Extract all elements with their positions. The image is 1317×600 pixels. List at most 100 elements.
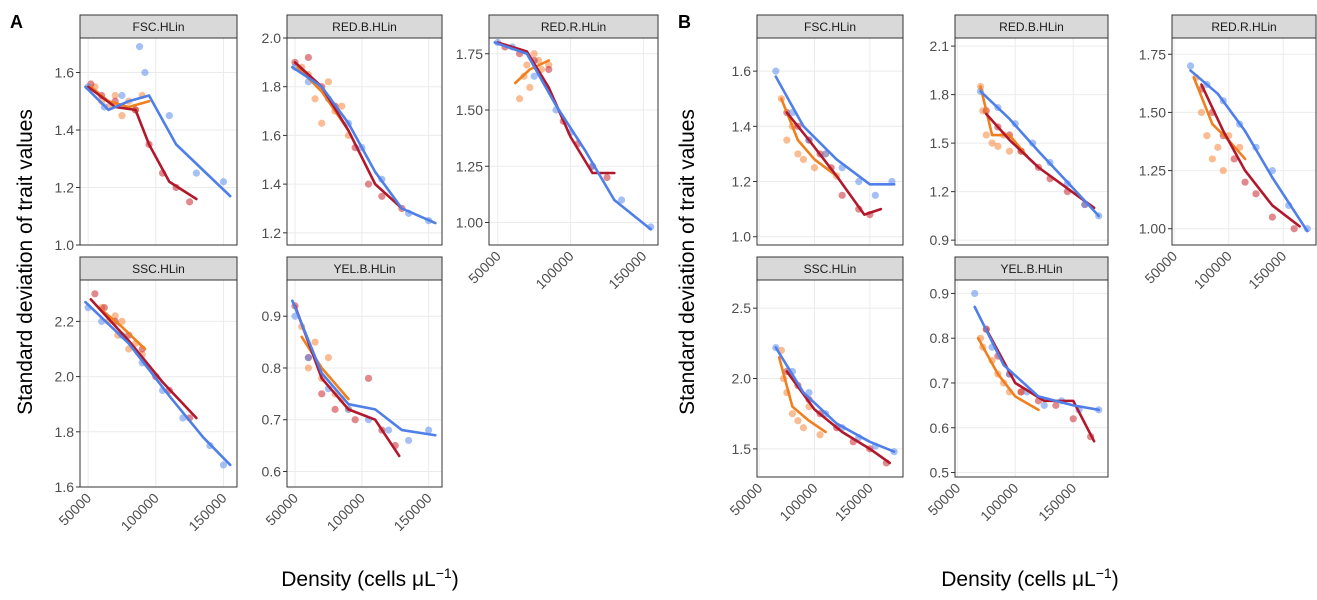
point [1197,108,1206,117]
smooth-line [984,112,1096,210]
y-tick-label: 1.8 [55,424,75,440]
y-tick-label: 1.00 [1139,221,1166,237]
smooth-line [1200,83,1301,228]
y-tick-label: 1.5 [930,135,950,151]
smooth-line [97,306,147,351]
facet: RED.B.HLin 0.9 1.2 1.5 1.8 2.1 [930,14,1109,248]
point [603,173,611,182]
point [425,426,433,434]
smooth-line [785,111,883,216]
x-axis-title-text: Density (cells μL [281,568,435,591]
y-tick-label: 0.7 [262,412,282,428]
plot-area [772,343,898,467]
plot-border [286,37,443,246]
point [111,312,119,320]
strip-label: SSC.HLin [132,262,185,276]
y-tick-label: 0.9 [262,308,282,324]
y-tick-label: 1.4 [262,176,282,192]
panel-tag: A [10,12,23,32]
strip-label: RED.B.HLin [999,20,1064,34]
x-tick-label: 50000 [262,490,301,529]
point [219,178,228,186]
x-axis-title-sup: −1 [436,565,452,581]
plot-border [79,37,238,246]
point [617,196,626,204]
facet: RED.R.HLin 1.00 1.25 1.50 1.75 50000 100000 150… [456,14,659,292]
y-tick-label: 0.9 [930,232,950,248]
y-tick-label: 1.6 [732,63,752,79]
point [810,164,819,172]
point [783,136,791,144]
plot-border [756,279,904,478]
x-tick-label: 50000 [925,480,964,519]
point [351,416,359,424]
plot-background [955,280,1108,477]
plot-area [1186,62,1311,233]
y-tick-label: 1.4 [732,118,752,134]
point [404,436,413,445]
point [794,150,802,158]
x-tick-label: 100000 [324,490,368,534]
point [118,112,126,120]
point [1241,178,1249,186]
point [523,61,531,69]
point [1208,155,1216,163]
x-axis-title-text: Density (cells μL [941,568,1095,591]
plot-border [954,279,1109,478]
smooth-line [300,335,350,401]
y-tick-label: 0.7 [930,375,950,391]
y-tick-label: 1.25 [456,158,483,174]
smooth-line [973,305,1101,412]
smooth-line [774,75,896,186]
x-tick-label: 100000 [977,480,1021,524]
plot-area [772,67,896,219]
strip-label: YEL.B.HLin [333,262,395,276]
point [91,290,99,298]
point [1219,166,1227,175]
facet: RED.B.HLin 1.2 1.4 1.6 1.8 2.0 [262,14,443,246]
y-tick-label: 1.4 [55,122,75,138]
point [799,424,808,432]
plot-area [971,289,1103,443]
point [304,364,312,372]
panel-tag: B [678,12,691,32]
point [141,68,149,77]
y-tick-label: 0.9 [930,285,950,301]
plot-border [756,37,904,246]
plot-border [954,37,1109,246]
x-tick-label: 50000 [55,490,94,529]
point [530,72,538,80]
strip-label: FSC.HLin [804,20,856,34]
plot-background [1172,38,1316,245]
y-tick-label: 1.8 [930,87,950,103]
smooth-line [979,90,1101,218]
smooth-line [979,85,1029,158]
smooth-line [774,346,896,453]
point [165,112,173,120]
y-tick-label: 1.50 [456,102,483,118]
point [192,169,200,177]
plot-area [291,53,437,225]
y-tick-label: 0.8 [930,330,950,346]
strip-label: RED.R.HLin [1211,20,1276,34]
point [384,426,393,434]
x-axis-title: Density (cells μL−1) [281,565,458,591]
y-tick-label: 1.2 [930,184,950,200]
point [794,417,802,425]
point [304,354,312,362]
x-tick-label: 50000 [465,248,504,287]
point [111,91,119,100]
smooth-line [777,356,827,434]
point [364,180,373,188]
point [1052,401,1060,409]
point [855,177,863,186]
y-tick-label: 0.6 [262,463,282,479]
smooth-line [89,298,198,420]
x-tick-label: 50000 [726,480,765,519]
point [186,198,194,206]
x-axis-title-end: ) [452,568,459,591]
x-tick-label: 150000 [832,480,876,524]
smooth-line [780,97,838,178]
point [1214,143,1222,151]
point [799,155,808,164]
